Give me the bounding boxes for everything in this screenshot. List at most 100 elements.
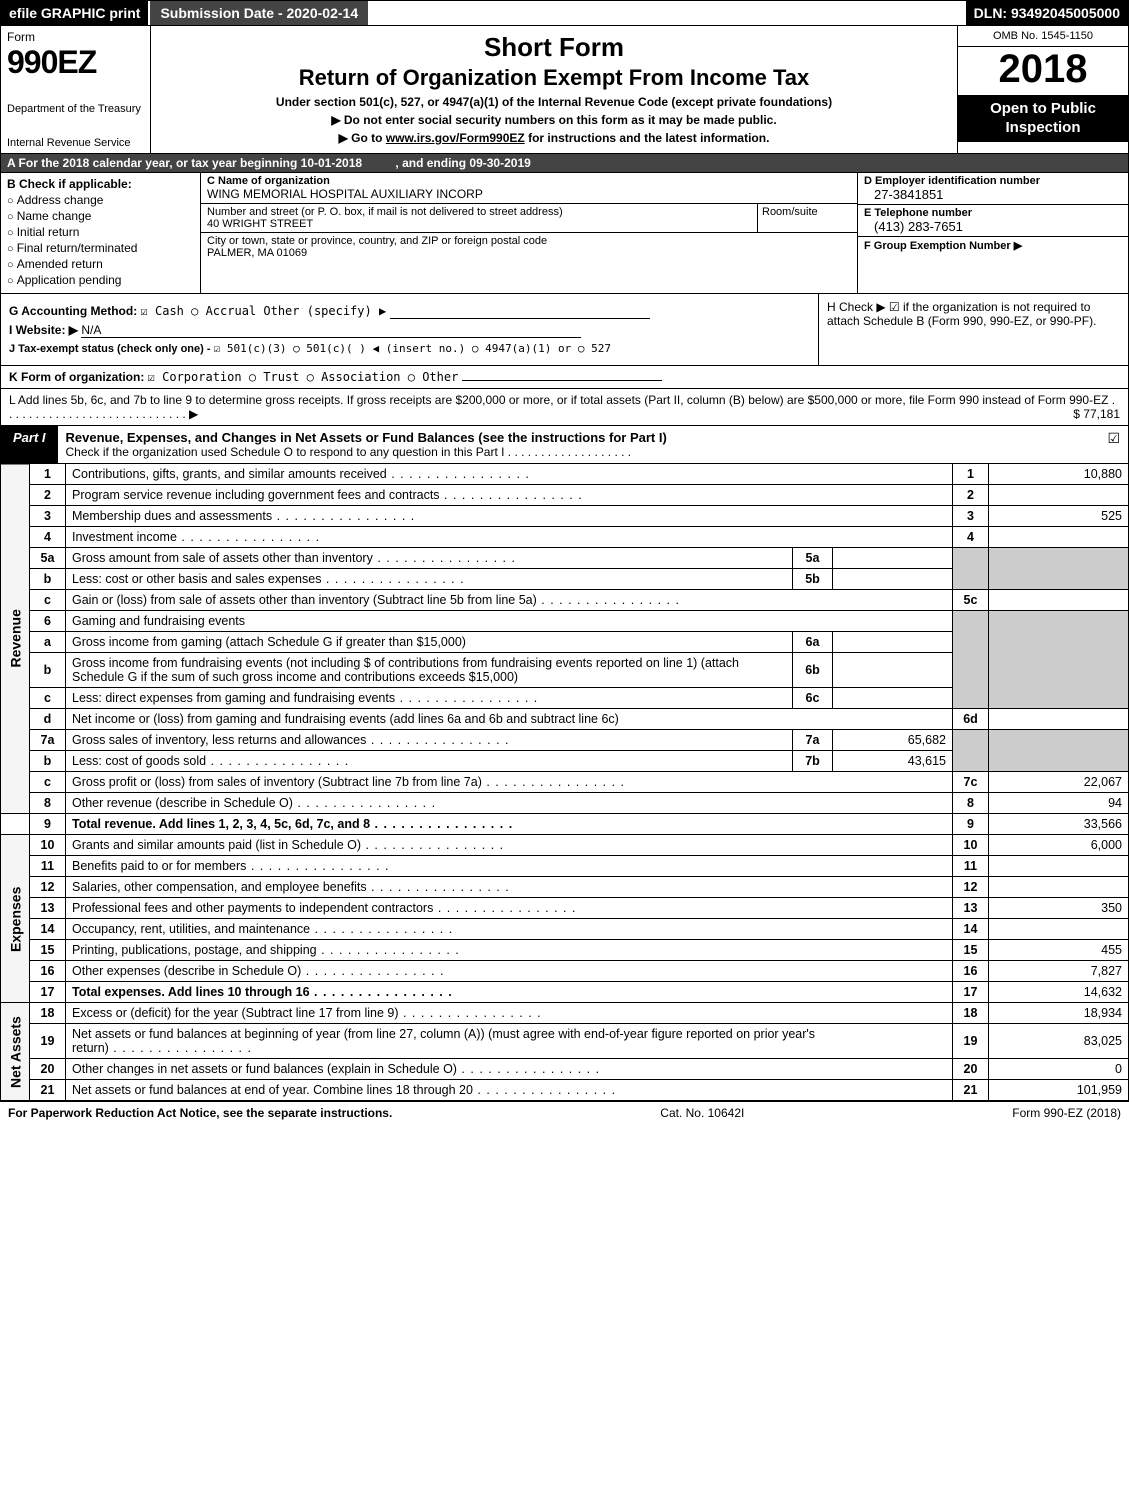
line7b-desc: Less: cost of goods sold <box>72 754 349 768</box>
form-subtitle-2: ▶ Do not enter social security numbers o… <box>159 113 949 127</box>
efile-print-label[interactable]: efile GRAPHIC print <box>1 1 148 25</box>
check-name-change[interactable]: Name change <box>7 209 194 223</box>
subtitle3-post: for instructions and the latest informat… <box>525 131 770 145</box>
j-options[interactable]: ☑ 501(c)(3) ○ 501(c)( ) ◀ (insert no.) ○… <box>214 342 611 355</box>
g-label: G Accounting Method: <box>9 304 137 318</box>
line13-val: 350 <box>989 898 1129 919</box>
line7ab-shaded-col <box>953 730 989 772</box>
line12-num: 12 <box>30 877 66 898</box>
line5c-col: 5c <box>953 590 989 611</box>
department-label: Department of the Treasury <box>7 103 144 115</box>
h-check-label[interactable]: H Check ▶ ☑ if the organization is not r… <box>827 300 1096 328</box>
form-title-1: Short Form <box>159 32 949 63</box>
right-info-block: D Employer identification number 27-3841… <box>858 173 1128 293</box>
i-label: I Website: ▶ <box>9 323 78 337</box>
l-amount: $ 77,181 <box>1073 407 1120 421</box>
line1-col: 1 <box>953 464 989 485</box>
line17-num: 17 <box>30 982 66 1003</box>
part1-table: Revenue 1 Contributions, gifts, grants, … <box>0 464 1129 1102</box>
omb-number: OMB No. 1545-1150 <box>958 26 1128 47</box>
line6d-col: 6d <box>953 709 989 730</box>
line10-desc: Grants and similar amounts paid (list in… <box>72 838 504 852</box>
line7a-desc: Gross sales of inventory, less returns a… <box>72 733 510 747</box>
tax-year-begin: A For the 2018 calendar year, or tax yea… <box>7 156 362 170</box>
check-application-pending[interactable]: Application pending <box>7 273 194 287</box>
line7c-val: 22,067 <box>989 772 1129 793</box>
ein-value: 27-3841851 <box>864 187 1122 202</box>
line15-val: 455 <box>989 940 1129 961</box>
line3-desc: Membership dues and assessments <box>72 509 415 523</box>
line5ab-shaded-col <box>953 548 989 590</box>
line8-col: 8 <box>953 793 989 814</box>
website-line: I Website: ▶ N/A <box>9 323 810 338</box>
meta-left: G Accounting Method: ☑ Cash ○ Accrual Ot… <box>1 294 818 365</box>
instructions-link[interactable]: www.irs.gov/Form990EZ <box>386 131 525 145</box>
line8-desc: Other revenue (describe in Schedule O) <box>72 796 436 810</box>
g-other-input[interactable] <box>390 305 650 319</box>
check-address-change[interactable]: Address change <box>7 193 194 207</box>
form-number: 990EZ <box>7 44 144 81</box>
line3-num: 3 <box>30 506 66 527</box>
line16-num: 16 <box>30 961 66 982</box>
line2-val <box>989 485 1129 506</box>
g-options[interactable]: ☑ Cash ○ Accrual Other (specify) ▶ <box>141 304 387 318</box>
line6a-sub: 6a <box>793 632 833 653</box>
line16-desc: Other expenses (describe in Schedule O) <box>72 964 444 978</box>
line6-desc: Gaming and fundraising events <box>72 614 245 628</box>
line6b-subval <box>833 653 953 688</box>
check-initial-return[interactable]: Initial return <box>7 225 194 239</box>
form-title-2: Return of Organization Exempt From Incom… <box>159 65 949 91</box>
line12-val <box>989 877 1129 898</box>
form-subtitle-3: ▶ Go to www.irs.gov/Form990EZ for instru… <box>159 131 949 145</box>
website-value: N/A <box>81 323 581 338</box>
expenses-side-label: Expenses <box>1 835 30 1003</box>
line14-num: 14 <box>30 919 66 940</box>
line21-desc: Net assets or fund balances at end of ye… <box>72 1083 616 1097</box>
line5b-subval <box>833 569 953 590</box>
check-amended-return[interactable]: Amended return <box>7 257 194 271</box>
footer-left: For Paperwork Reduction Act Notice, see … <box>8 1106 392 1120</box>
line6b-num: b <box>30 653 66 688</box>
tax-year-range: A For the 2018 calendar year, or tax yea… <box>0 154 1129 173</box>
line4-num: 4 <box>30 527 66 548</box>
line9-col: 9 <box>953 814 989 835</box>
line6a-subval <box>833 632 953 653</box>
line5b-num: b <box>30 569 66 590</box>
line20-col: 20 <box>953 1059 989 1080</box>
line13-col: 13 <box>953 898 989 919</box>
line1-num: 1 <box>30 464 66 485</box>
line11-val <box>989 856 1129 877</box>
line11-col: 11 <box>953 856 989 877</box>
check-b-header: B Check if applicable: <box>7 177 194 191</box>
k-options[interactable]: ☑ Corporation ○ Trust ○ Association ○ Ot… <box>148 370 459 384</box>
line6-num: 6 <box>30 611 66 632</box>
line7b-num: b <box>30 751 66 772</box>
line15-col: 15 <box>953 940 989 961</box>
submission-date-label: Submission Date - 2020-02-14 <box>148 1 370 25</box>
line21-col: 21 <box>953 1080 989 1101</box>
k-other-input[interactable] <box>462 380 662 381</box>
line14-col: 14 <box>953 919 989 940</box>
line7a-subval: 65,682 <box>833 730 953 751</box>
check-final-return[interactable]: Final return/terminated <box>7 241 194 255</box>
line10-val: 6,000 <box>989 835 1129 856</box>
phone-value: (413) 283-7651 <box>864 219 1122 234</box>
org-name-label: C Name of organization <box>207 175 851 187</box>
line19-num: 19 <box>30 1024 66 1059</box>
street-label: Number and street (or P. O. box, if mail… <box>207 206 851 218</box>
line6a-num: a <box>30 632 66 653</box>
netassets-side-label: Net Assets <box>1 1003 30 1101</box>
line18-val: 18,934 <box>989 1003 1129 1024</box>
line7a-num: 7a <box>30 730 66 751</box>
part1-checkbox[interactable]: ☑ <box>1099 426 1128 463</box>
line7c-col: 7c <box>953 772 989 793</box>
part1-title: Revenue, Expenses, and Changes in Net As… <box>58 426 1100 463</box>
irs-label: Internal Revenue Service <box>7 137 144 149</box>
line19-val: 83,025 <box>989 1024 1129 1059</box>
line4-desc: Investment income <box>72 530 320 544</box>
line13-desc: Professional fees and other payments to … <box>72 901 576 915</box>
line7b-subval: 43,615 <box>833 751 953 772</box>
meta-right: H Check ▶ ☑ if the organization is not r… <box>818 294 1128 365</box>
phone-label: E Telephone number <box>864 207 1122 219</box>
tax-exempt-line: J Tax-exempt status (check only one) - ☑… <box>9 342 810 355</box>
